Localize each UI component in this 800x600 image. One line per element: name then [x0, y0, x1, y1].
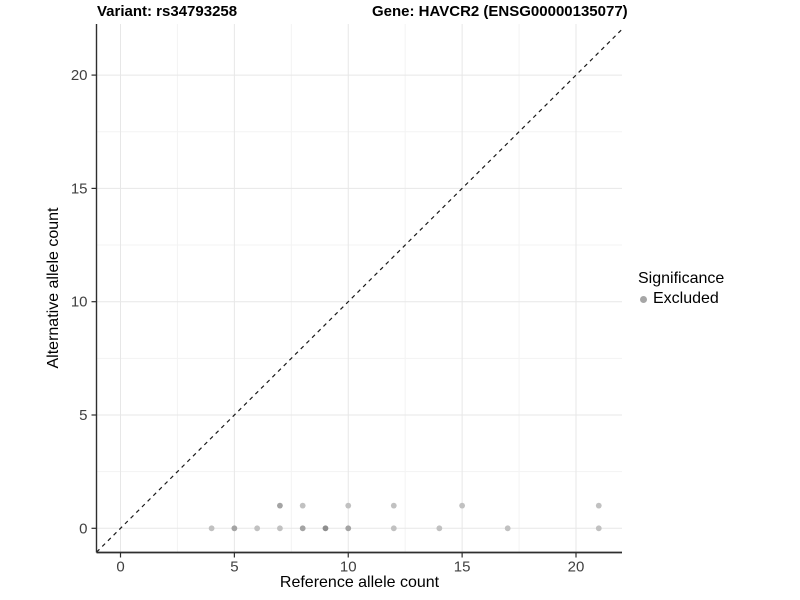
x-tick-label: 0 — [116, 559, 124, 576]
data-point — [208, 525, 215, 532]
legend-title: Significance — [638, 270, 725, 287]
y-tick-label: 15 — [71, 180, 88, 197]
data-point — [345, 502, 352, 509]
legend-item-label: Excluded — [653, 290, 719, 307]
data-point — [254, 525, 261, 532]
y-axis-title: Alternative allele count — [45, 207, 62, 369]
y-tick-label: 10 — [71, 294, 88, 311]
legend: Significance Excluded — [638, 270, 724, 308]
x-tick-label: 15 — [454, 559, 471, 576]
data-point — [595, 525, 602, 532]
title-gene: Gene: HAVCR2 (ENSG00000135077) — [372, 3, 628, 20]
x-axis-title: Reference allele count — [279, 574, 440, 591]
data-point — [459, 502, 466, 509]
data-point — [504, 525, 511, 532]
data-point — [277, 502, 283, 509]
data-point — [299, 525, 306, 532]
y-tick-label: 20 — [71, 67, 88, 84]
data-point — [299, 502, 306, 509]
x-tick-label: 20 — [568, 559, 585, 576]
y-tick-label: 0 — [79, 520, 87, 537]
data-point — [436, 525, 443, 532]
data-point — [390, 525, 397, 532]
legend-item-excluded: Excluded — [638, 290, 724, 308]
data-point — [390, 502, 397, 509]
data-point — [231, 525, 238, 532]
legend-key-dot-icon — [640, 295, 647, 303]
title-variant: Variant: rs34793258 — [97, 3, 238, 20]
data-point — [595, 502, 602, 509]
identity-dashed-line — [96, 29, 622, 553]
y-tick-label: 5 — [79, 407, 87, 424]
data-point — [277, 525, 283, 532]
data-point — [322, 525, 329, 532]
data-point — [345, 525, 352, 532]
x-tick-label: 5 — [230, 559, 238, 576]
x-tick-label: 10 — [340, 559, 357, 576]
